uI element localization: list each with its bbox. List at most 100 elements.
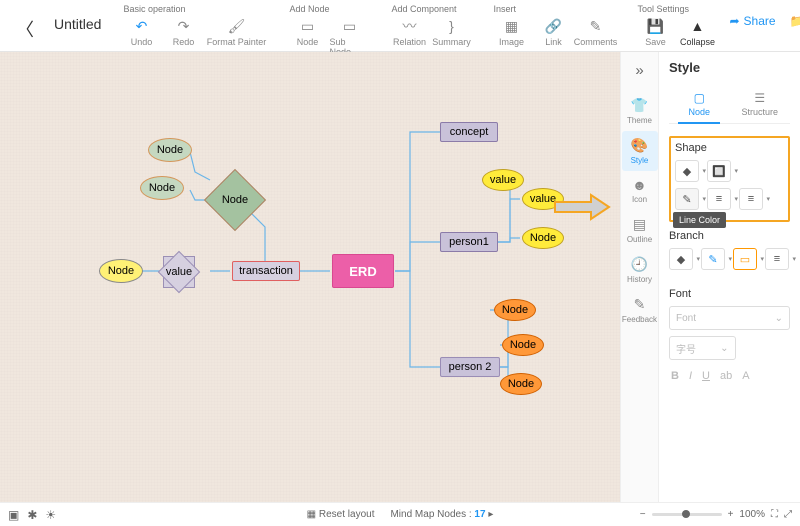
view-icon-1[interactable]: ▣ (8, 508, 19, 522)
line-style-picker[interactable]: ≡▾ (707, 188, 731, 210)
tab-node[interactable]: ▢Node (669, 85, 730, 123)
sidebar-item-theme[interactable]: 👕Theme (622, 91, 658, 131)
chevron-down-icon: ⌄ (775, 313, 783, 324)
group-label: Basic operation (121, 4, 267, 14)
summary-button[interactable]: }Summary (431, 17, 471, 47)
strikethrough-button[interactable]: ab (720, 370, 732, 382)
emoji-icon: ☻ (632, 177, 647, 193)
italic-button[interactable]: I (689, 370, 692, 382)
relation-icon: 〰 (400, 17, 418, 35)
node-orange-3[interactable]: Node (500, 373, 542, 395)
node-ellipse-2[interactable]: Node (140, 176, 184, 200)
chevron-down-icon: ⌄ (720, 343, 728, 354)
toolbar-group-tool-settings: Tool Settings 💾Save ▲Collapse (635, 4, 717, 47)
node-y2[interactable]: Node (522, 227, 564, 249)
tab-structure[interactable]: ☰Structure (730, 85, 791, 123)
line-color-tooltip: Line Color (673, 212, 726, 228)
diagram-canvas[interactable]: Node value transaction Node Node Node ER… (0, 52, 620, 502)
relation-button[interactable]: 〰Relation (389, 17, 429, 47)
share-button[interactable]: ➦Share (729, 14, 775, 28)
reset-layout-button[interactable]: ▦ Reset layout (307, 509, 375, 520)
save-icon: 💾 (646, 17, 664, 35)
insert-image-button[interactable]: ▦Image (491, 17, 531, 47)
line-weight-picker[interactable]: ≡▾ (739, 188, 763, 210)
node-erd[interactable]: ERD (332, 254, 394, 288)
node-value-diamond[interactable]: value (163, 256, 195, 288)
fill-picker[interactable]: 🔲▾ (707, 160, 731, 182)
font-label: Font (669, 288, 790, 300)
zoom-out-button[interactable]: − (640, 509, 646, 520)
node-concept[interactable]: concept (440, 122, 498, 142)
view-icon-2[interactable]: ✱ (27, 508, 37, 522)
insert-link-button[interactable]: 🔗Link (533, 17, 573, 47)
panel-title: Style (669, 60, 790, 75)
brush-icon: 🖌 (227, 17, 245, 35)
group-label: Add Node (287, 4, 369, 14)
comment-icon: ✎ (586, 17, 604, 35)
status-bar: ▣ ✱ ☀ ▦ Reset layout Mind Map Nodes : 17… (0, 502, 800, 526)
connections (0, 52, 620, 502)
summary-icon: } (442, 17, 460, 35)
branch-border-picker[interactable]: ▭▾ (733, 248, 757, 270)
font-family-select[interactable]: Font⌄ (669, 306, 790, 330)
node-person2[interactable]: person 2 (440, 357, 500, 377)
toolbar-group-insert: Insert ▦Image 🔗Link ✎Comments (491, 4, 615, 47)
attention-arrow-icon (553, 192, 613, 222)
sidebar-item-style[interactable]: 🎨Style (622, 131, 658, 171)
outline-icon: ▤ (633, 216, 646, 233)
node-yellow-left[interactable]: Node (99, 259, 143, 283)
node-value-y1[interactable]: value (482, 169, 524, 191)
branch-line-picker[interactable]: ≡▾ (765, 248, 789, 270)
node-transaction[interactable]: transaction (232, 261, 300, 281)
shape-picker[interactable]: ◆▾ (675, 160, 699, 182)
save-button[interactable]: 💾Save (635, 17, 675, 47)
insert-comments-button[interactable]: ✎Comments (575, 17, 615, 47)
export-icon: 📁 (790, 14, 800, 28)
icon-sidebar: » 👕Theme 🎨Style ☻Icon ▤Outline 🕘History … (620, 52, 658, 502)
zoom-in-button[interactable]: + (728, 509, 734, 520)
add-node-button[interactable]: ▭Node (287, 17, 327, 57)
zoom-slider[interactable] (652, 513, 722, 516)
redo-button[interactable]: ↷Redo (163, 17, 203, 47)
document-title[interactable]: Untitled (42, 4, 121, 44)
add-sub-node-button[interactable]: ▭Sub Node (329, 17, 369, 57)
collapse-icon: ▲ (688, 17, 706, 35)
text-color-button[interactable]: A (742, 370, 749, 382)
format-painter-button[interactable]: 🖌Format Painter (205, 17, 267, 47)
branch-label: Branch (669, 230, 790, 242)
toolbar-group-basic: Basic operation ↶Undo ↷Redo 🖌Format Pain… (121, 4, 267, 47)
node-orange-1[interactable]: Node (494, 299, 536, 321)
node-orange-2[interactable]: Node (502, 334, 544, 356)
branch-shape-picker[interactable]: ◆▾ (669, 248, 693, 270)
fullscreen-button[interactable]: ⤢ (784, 509, 792, 520)
collapse-panel-button[interactable]: » (631, 58, 647, 83)
underline-button[interactable]: U (702, 370, 710, 382)
line-color-picker[interactable]: ✎▾ (675, 188, 699, 210)
export-button[interactable]: 📁Export (790, 14, 800, 28)
branch-color-picker[interactable]: ✎▾ (701, 248, 725, 270)
back-button[interactable]: 〈 (8, 4, 42, 54)
sidebar-item-history[interactable]: 🕘History (622, 250, 658, 290)
top-toolbar: 〈 Untitled Basic operation ↶Undo ↷Redo 🖌… (0, 0, 800, 52)
fit-screen-button[interactable]: ⛶ (771, 509, 778, 520)
node-ellipse-1[interactable]: Node (148, 138, 192, 162)
redo-icon: ↷ (174, 17, 192, 35)
sidebar-item-feedback[interactable]: ✎Feedback (622, 290, 658, 330)
font-size-select[interactable]: 字号⌄ (669, 336, 736, 360)
share-icon: ➦ (729, 14, 739, 28)
sidebar-item-outline[interactable]: ▤Outline (622, 210, 658, 250)
history-icon: 🕘 (631, 256, 648, 273)
sidebar-item-icon[interactable]: ☻Icon (622, 171, 658, 210)
view-icon-3[interactable]: ☀ (45, 508, 56, 522)
node-diamond-big[interactable]: Node (207, 172, 263, 228)
panel-tabs: ▢Node ☰Structure (669, 85, 790, 124)
sub-node-icon: ▭ (340, 17, 358, 35)
structure-tab-icon: ☰ (730, 91, 791, 105)
node-tab-icon: ▢ (669, 91, 730, 105)
group-label: Add Component (389, 4, 471, 14)
zoom-thumb[interactable] (682, 510, 690, 518)
undo-button[interactable]: ↶Undo (121, 17, 161, 47)
collapse-button[interactable]: ▲Collapse (677, 17, 717, 47)
node-person1[interactable]: person1 (440, 232, 498, 252)
bold-button[interactable]: B (671, 370, 679, 382)
